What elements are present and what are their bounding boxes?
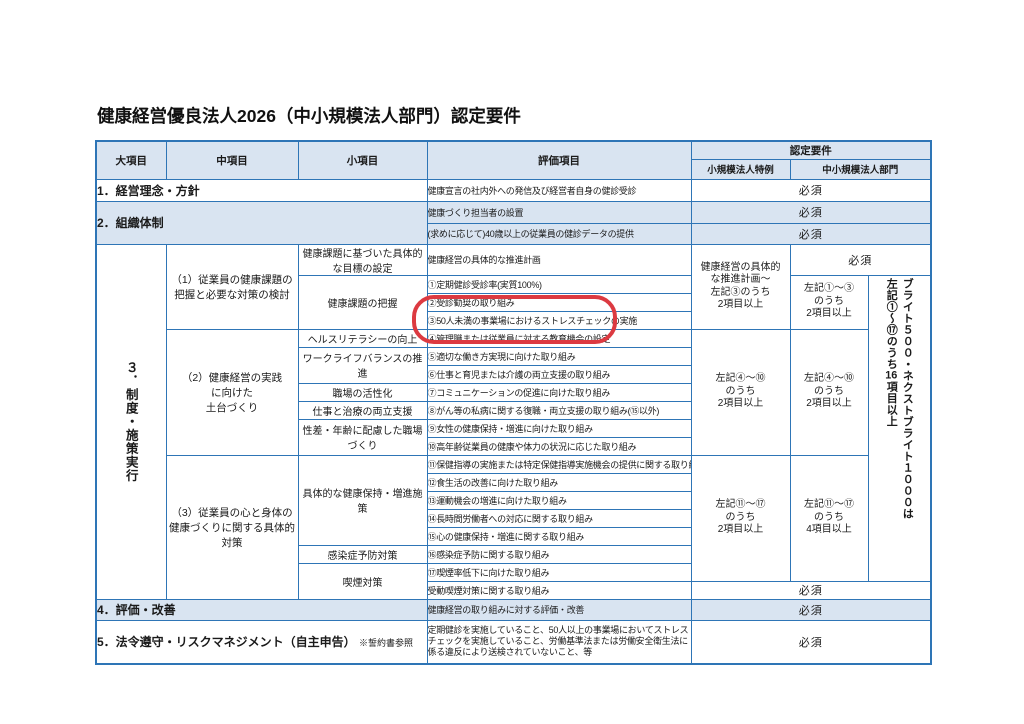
sub-health-literacy-label: ヘルスリテラシーの向上 xyxy=(297,328,428,348)
sub-concrete-measures-label: 具体的な健康保持・増進施策 xyxy=(297,454,428,546)
section5-note: ※誓約書参照 xyxy=(359,638,414,649)
bright500-line2: 左記①～⑰のうち16項目以上 xyxy=(885,278,898,427)
section3-label: ３．制度・施策実行 xyxy=(95,243,167,600)
eval-item-4: ④管理職または従業員に対する教育機会の設定 xyxy=(426,328,692,348)
req-sme-group3: 左記⑪～⑰ のうち 4項目以上 xyxy=(789,454,869,582)
header-major: 大項目 xyxy=(95,140,167,180)
eval-item-8: ⑧がん等の私病に関する復職・両立支援の取り組み(⑮以外) xyxy=(426,400,692,420)
mid2-label: （2）健康経営の実践 に向けた 土台づくり xyxy=(165,328,299,456)
bright500-line1: ブライト５００・ネクストブライト１０００は xyxy=(901,278,914,520)
eval-item-3-stresscheck: ③50人未満の事業場におけるストレスチェックの実施 xyxy=(426,310,692,330)
req-small-group3: 左記⑪～⑰ のうち 2項目以上 xyxy=(690,454,791,582)
section5-eval-item: 定期健診を実施していること、50人以上の事業場においてストレスチェックを実施して… xyxy=(426,619,692,665)
sub-gender-age-label: 性差・年齢に配慮した職場づくり xyxy=(297,418,428,456)
page-title: 健康経営優良法人2026（中小規模法人部門）認定要件 xyxy=(97,106,521,126)
req-sme-top-must: 必須 xyxy=(789,243,932,276)
section2-label: 2．組織体制 xyxy=(95,200,428,245)
sub-workplace-vitalization-label: 職場の活性化 xyxy=(297,382,428,402)
section5-requirement: 必須 xyxy=(690,619,932,665)
header-small-exception: 小規模法人特例 xyxy=(690,158,791,180)
sub-smoking-measures-label: 喫煙対策 xyxy=(297,562,428,600)
eval-item-17: ⑰喫煙率低下に向けた取り組み xyxy=(426,562,692,582)
eval-item-10: ⑩高年齢従業員の健康や体力の状況に応じた取り組み xyxy=(426,436,692,456)
section4-eval-item: 健康経営の取り組みに対する評価・改善 xyxy=(426,598,692,621)
req-bright500-vertical: ブライト５００・ネクストブライト１０００は 左記①～⑰のうち16項目以上 xyxy=(867,274,932,582)
mid3-label: （3）従業員の心と身体の健康づくりに関する具体的対策 xyxy=(165,454,299,600)
eval-promotion-plan: 健康経営の具体的な推進計画 xyxy=(426,243,692,276)
sub-issue-grasp-label: 健康課題の把握 xyxy=(297,274,428,330)
eval-item-passive-smoking: 受動喫煙対策に関する取り組み xyxy=(426,580,692,600)
section2-eval-item-2: (求めに応じて)40歳以上の従業員の健診データの提供 xyxy=(426,222,692,245)
header-sme-division: 中小規模法人部門 xyxy=(789,158,932,180)
eval-item-14: ⑭長時間労働者への対応に関する取り組み xyxy=(426,508,692,528)
req-sme-group1: 左記①～③ のうち 2項目以上 xyxy=(789,274,869,330)
eval-item-7: ⑦コミュニケーションの促進に向けた取り組み xyxy=(426,382,692,402)
section2-requirement-1: 必須 xyxy=(690,200,932,224)
section1-eval-item: 健康宣言の社内外への発信及び経営者自身の健診受診 xyxy=(426,178,692,202)
eval-item-11: ⑪保健指導の実施または特定保健指導実施機会の提供に関する取り組み xyxy=(426,454,692,474)
section3-label-vertical: ３．制度・施策実行 xyxy=(123,360,138,483)
header-minor: 小項目 xyxy=(297,140,428,180)
req-sme-group2: 左記④～⑩ のうち 2項目以上 xyxy=(789,328,869,456)
eval-item-15: ⑮心の健康保持・増進に関する取り組み xyxy=(426,526,692,546)
section1-requirement: 必須 xyxy=(690,178,932,202)
eval-item-5: ⑤適切な働き方実現に向けた取り組み xyxy=(426,346,692,366)
sub-goal-setting-label: 健康課題に基づいた具体的な目標の設定 xyxy=(297,243,428,276)
eval-item-13: ⑬運動機会の増進に向けた取り組み xyxy=(426,490,692,510)
header-eval: 評価項目 xyxy=(426,140,692,180)
section4-label: 4．評価・改善 xyxy=(95,598,428,621)
sub-infection-prevention-label: 感染症予防対策 xyxy=(297,544,428,564)
sub-work-treatment-label: 仕事と治療の両立支援 xyxy=(297,400,428,420)
certification-requirements-table: 大項目 中項目 小項目 評価項目 認定要件 小規模法人特例 中小規模法人部門 1… xyxy=(95,140,932,665)
section2-eval-item-1: 健康づくり担当者の設置 xyxy=(426,200,692,224)
eval-item-6: ⑥仕事と育児または介護の両立支援の取り組み xyxy=(426,364,692,384)
eval-item-9: ⑨女性の健康保持・増進に向けた取り組み xyxy=(426,418,692,438)
req-small-group1: 健康経営の具体的 な推進計画～ 左記③のうち 2項目以上 xyxy=(690,243,791,330)
section5-label: 5．法令遵守・リスクマネジメント（自主申告） ※誓約書参照 xyxy=(95,619,428,665)
section2-requirement-2: 必須 xyxy=(690,222,932,245)
req-small-group2: 左記④～⑩ のうち 2項目以上 xyxy=(690,328,791,456)
sub-worklife-balance-label: ワークライフバランスの推進 xyxy=(297,346,428,384)
header-cert: 認定要件 xyxy=(690,140,932,160)
req-passive-smoking-must: 必須 xyxy=(690,580,932,600)
header-mid: 中項目 xyxy=(165,140,299,180)
eval-item-2: ②受診勧奨の取り組み xyxy=(426,292,692,312)
section1-label: 1．経営理念・方針 xyxy=(95,178,428,202)
eval-item-12: ⑫食生活の改善に向けた取り組み xyxy=(426,472,692,492)
eval-item-16: ⑯感染症予防に関する取り組み xyxy=(426,544,692,564)
eval-item-1: ①定期健診受診率(実質100%) xyxy=(426,274,692,294)
section4-requirement: 必須 xyxy=(690,598,932,621)
mid1-label: （1）従業員の健康課題の把握と必要な対策の検討 xyxy=(165,243,299,330)
